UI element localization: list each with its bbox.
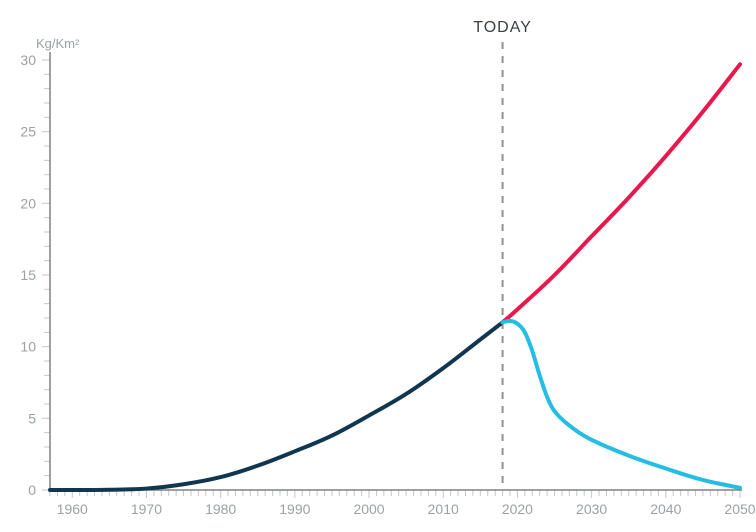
x-tick-label: 1970 xyxy=(131,501,162,517)
x-tick-label: 2020 xyxy=(502,501,533,517)
y-tick-label: 30 xyxy=(20,52,36,68)
y-tick-label: 15 xyxy=(20,267,36,283)
y-tick-label: 5 xyxy=(28,410,36,426)
x-tick-label: 2040 xyxy=(650,501,681,517)
y-tick-label: 0 xyxy=(28,482,36,498)
y-axis-unit-label: Kg/Km² xyxy=(36,36,80,51)
x-tick-label: 2010 xyxy=(428,501,459,517)
x-tick-label: 2030 xyxy=(576,501,607,517)
today-label: TODAY xyxy=(473,19,532,36)
x-tick-label: 1960 xyxy=(57,501,88,517)
y-tick-label: 10 xyxy=(20,339,36,355)
y-tick-label: 25 xyxy=(20,124,36,140)
x-tick-label: 1980 xyxy=(205,501,236,517)
x-tick-label: 2000 xyxy=(353,501,384,517)
x-tick-label: 1990 xyxy=(279,501,310,517)
projection-chart: 1960197019801990200020102020203020402050… xyxy=(0,0,756,532)
x-tick-label: 2050 xyxy=(724,501,755,517)
y-tick-label: 20 xyxy=(20,195,36,211)
